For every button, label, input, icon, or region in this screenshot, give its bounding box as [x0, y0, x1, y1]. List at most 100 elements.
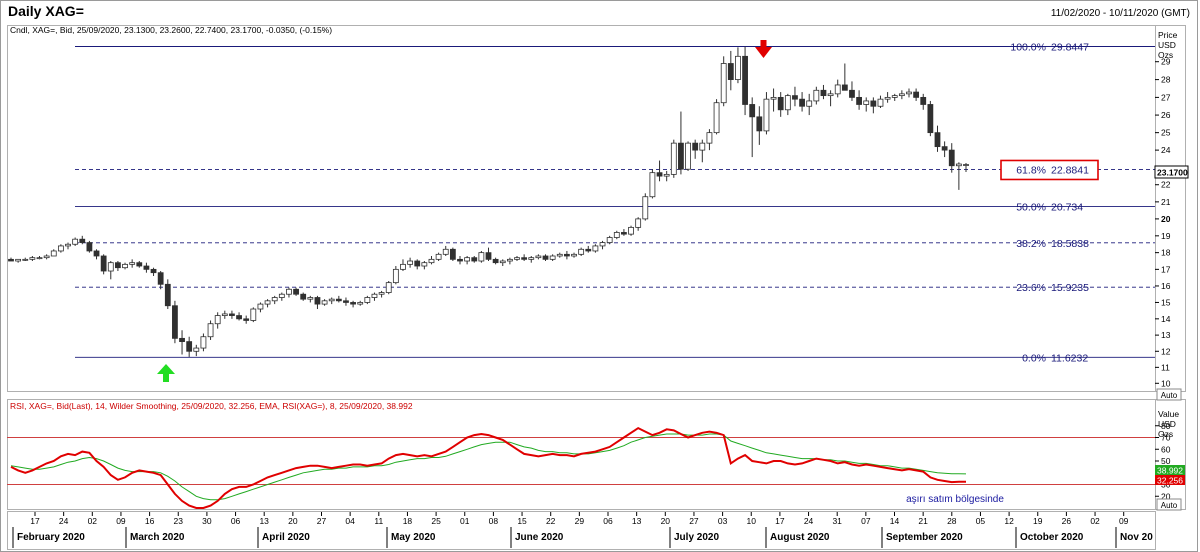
price-axis-title-2: USD	[1158, 40, 1176, 50]
candle-body	[314, 297, 321, 305]
fibonacci-levels: 100.0% 29.8447 61.8% 22.8841 50.0% 20.734 38.2…	[75, 42, 1155, 364]
price-auto-box[interactable]	[1156, 388, 1182, 401]
candle-body	[955, 163, 962, 167]
price-tick-label: 28	[1161, 75, 1171, 85]
rsi-value-label: 32.256	[1157, 476, 1183, 486]
fib-level-value: 15.9235	[1051, 282, 1089, 294]
price-plot-frame	[7, 25, 1156, 392]
candle-body	[136, 262, 143, 267]
candle-body	[478, 252, 485, 262]
day-tick-label: 23	[174, 516, 184, 526]
candle-body	[685, 142, 691, 170]
candle-body	[335, 298, 342, 302]
day-tick-label: 30	[202, 516, 212, 526]
day-tick-label: 27	[317, 516, 327, 526]
candle-body	[720, 63, 727, 104]
day-tick-label: 04	[345, 516, 355, 526]
candle-body	[471, 257, 478, 262]
candle-body	[179, 337, 185, 342]
candle-body	[656, 172, 663, 177]
candle-body	[934, 132, 941, 148]
rsi-auto-box[interactable]	[1156, 498, 1182, 511]
candle-body	[571, 253, 577, 257]
candle-body	[457, 258, 463, 262]
candle-body	[806, 100, 813, 107]
month-label: February 2020	[17, 532, 85, 543]
candle-body	[813, 89, 820, 102]
price-tick-label: 13	[1161, 330, 1171, 340]
candle-body	[913, 91, 920, 98]
month-label: Nov 20	[1120, 532, 1153, 543]
candle-body	[243, 318, 250, 321]
day-tick-label: 13	[632, 516, 642, 526]
candle-body	[164, 283, 171, 307]
candle-body	[599, 242, 606, 247]
fib-level-percent: 23.6%	[1016, 282, 1046, 294]
rsi-legend: RSI, XAG=, Bid(Last), 14, Wilder Smoothi…	[10, 401, 413, 411]
candle-body	[50, 250, 57, 257]
day-tick-label: 20	[661, 516, 671, 526]
month-label: July 2020	[674, 532, 719, 543]
price-tick-label: 10	[1161, 378, 1171, 388]
price-tick-label: 16	[1161, 281, 1171, 291]
candle-body	[635, 218, 642, 228]
candle-body	[442, 248, 449, 255]
day-tick-label: 17	[775, 516, 785, 526]
month-label: October 2020	[1020, 532, 1084, 543]
candle-body	[727, 63, 734, 81]
candle-body	[414, 260, 421, 267]
candle-body	[29, 257, 36, 260]
time-axis: 17 24 02 09 16 23 30 06 13 20 27 04 11 18 25 01 08 15 22 29…	[12, 512, 1153, 548]
rsi-tick-label: 20	[1161, 491, 1171, 501]
candle-body	[207, 323, 214, 338]
candle-body	[307, 297, 314, 300]
candle-body	[621, 232, 627, 235]
fib-highlight-box	[1000, 159, 1099, 181]
candle-body	[841, 84, 848, 91]
candle-body	[742, 55, 748, 105]
rsi-tick-label: 60	[1161, 444, 1171, 454]
candle-body	[549, 255, 556, 260]
month-label: May 2020	[391, 532, 436, 543]
candle-body	[36, 257, 43, 260]
candle-body	[364, 297, 371, 303]
candle-body	[535, 255, 542, 259]
price-tick-label: 22	[1161, 180, 1171, 190]
day-tick-label: 06	[603, 516, 613, 526]
candle-body	[250, 308, 257, 321]
day-tick-label: 18	[403, 516, 413, 526]
rsi-bands	[7, 437, 1155, 485]
price-tick-label: 26	[1161, 110, 1171, 120]
candle-body	[706, 132, 713, 144]
price-auto-label: Auto	[1161, 391, 1178, 400]
candle-body	[863, 100, 870, 105]
day-tick-label: 14	[890, 516, 900, 526]
candle-body	[663, 173, 670, 177]
candle-body	[343, 300, 349, 303]
day-tick-label: 03	[718, 516, 728, 526]
candle-body	[578, 248, 585, 255]
rsi-axis-title-1: Value	[1158, 409, 1179, 419]
candle-body	[107, 262, 114, 272]
candle-body	[763, 98, 770, 132]
candle-body	[834, 84, 841, 95]
candle-body	[65, 243, 71, 247]
price-axis-ticks: 10 11 12 13 14 15 16 17 18 19 20 21 22 24 25 26 27 28 29	[1155, 57, 1171, 388]
last-price-label: 23.1700	[1157, 168, 1188, 178]
candle-body	[827, 93, 834, 97]
candle-body	[492, 258, 499, 264]
candle-body	[464, 257, 471, 262]
candle-body	[713, 102, 720, 134]
candle-body	[506, 258, 513, 262]
candle-body	[856, 96, 862, 105]
month-label: April 2020	[262, 532, 310, 543]
candle-body	[214, 315, 221, 325]
rsi-tick-label: 50	[1161, 456, 1171, 466]
candlestick-series	[8, 46, 969, 357]
candle-body	[271, 297, 278, 302]
candle-body	[400, 263, 406, 270]
price-tick-label: 19	[1161, 231, 1171, 241]
candle-body	[670, 142, 677, 175]
day-tick-label: 29	[575, 516, 585, 526]
candle-body	[172, 305, 178, 339]
